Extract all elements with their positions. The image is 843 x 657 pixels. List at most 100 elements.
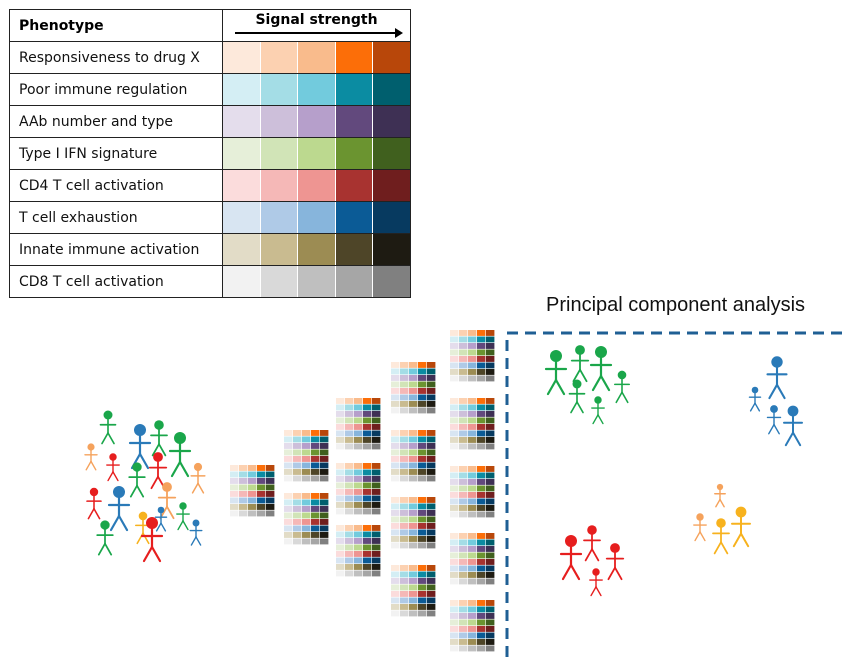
person-icon — [766, 405, 782, 435]
mini-table-icon — [391, 497, 436, 549]
mini-table-icon — [450, 600, 495, 652]
signal-swatch — [298, 266, 336, 297]
signal-swatch — [260, 170, 299, 201]
person-icon — [86, 487, 102, 520]
person-icon — [589, 346, 613, 392]
person-icon — [748, 386, 762, 412]
signal-swatch — [335, 266, 374, 297]
signal-strength-label: Signal strength — [255, 12, 378, 28]
person-icon — [84, 443, 98, 471]
person-icon — [614, 370, 630, 404]
mini-table-icon — [284, 493, 329, 545]
phenotype-header: Phenotype — [9, 9, 223, 42]
signal-swatch — [223, 266, 261, 297]
mini-table-icon — [450, 398, 495, 450]
legend-row: Responsiveness to drug X — [9, 41, 411, 74]
signal-swatch — [223, 234, 261, 265]
signal-swatch — [373, 234, 410, 265]
person-icon — [168, 432, 192, 478]
legend-row: CD4 T cell activation — [9, 169, 411, 202]
signal-swatches — [222, 41, 411, 74]
person-icon — [568, 379, 586, 414]
person-icon — [783, 405, 803, 447]
mini-table-icon — [450, 466, 495, 518]
legend-header-row: Phenotype Signal strength — [9, 9, 411, 42]
arrow-icon — [235, 28, 403, 38]
pca-boundary — [505, 331, 843, 657]
person-icon — [714, 483, 726, 508]
signal-swatch — [373, 170, 410, 201]
person-icon — [176, 502, 190, 531]
person-icon — [189, 519, 203, 546]
person-icon — [148, 452, 168, 490]
mini-table-icon — [336, 463, 381, 515]
legend-row: Poor immune regulation — [9, 73, 411, 106]
mini-table-icon — [391, 362, 436, 414]
signal-swatch — [223, 170, 261, 201]
signal-swatch — [260, 202, 299, 233]
signal-swatch — [223, 74, 261, 105]
person-icon — [712, 518, 730, 555]
signal-swatch — [298, 202, 336, 233]
signal-swatch — [260, 234, 299, 265]
signal-swatches — [222, 233, 411, 266]
person-icon — [107, 486, 131, 532]
person-icon — [140, 517, 164, 563]
legend-row: CD8 T cell activation — [9, 265, 411, 298]
person-icon — [128, 462, 146, 498]
signal-swatch — [298, 106, 336, 137]
signal-swatches — [222, 201, 411, 234]
signal-swatch — [298, 234, 336, 265]
signal-swatches — [222, 169, 411, 202]
phenotype-label: CD8 T cell activation — [9, 265, 223, 298]
person-icon — [570, 345, 590, 383]
signal-swatch — [223, 202, 261, 233]
signal-swatch — [298, 138, 336, 169]
person-icon — [96, 520, 114, 556]
signal-swatch — [298, 170, 336, 201]
person-icon — [135, 511, 151, 545]
signal-swatches — [222, 265, 411, 298]
signal-swatch — [223, 42, 261, 73]
signal-swatch — [260, 42, 299, 73]
person-icon — [190, 462, 206, 494]
signal-swatch — [373, 74, 410, 105]
person-icon — [583, 525, 601, 562]
signal-swatch — [373, 266, 410, 297]
person-icon — [544, 350, 568, 396]
phenotype-label: Innate immune activation — [9, 233, 223, 266]
signal-swatch — [335, 106, 374, 137]
mini-table-icon — [450, 533, 495, 585]
signal-swatch — [373, 202, 410, 233]
mini-table-icon — [336, 525, 381, 577]
signal-swatch — [373, 42, 410, 73]
signal-swatch — [335, 170, 374, 201]
mini-table-icon — [391, 430, 436, 482]
person-icon — [605, 543, 625, 581]
phenotype-legend-table: Phenotype Signal strength Responsiveness… — [9, 9, 411, 298]
legend-row: Innate immune activation — [9, 233, 411, 266]
person-icon — [766, 356, 788, 400]
signal-swatch — [260, 266, 299, 297]
pca-title: Principal component analysis — [546, 294, 806, 316]
person-icon — [731, 506, 751, 548]
person-icon — [128, 424, 152, 470]
signal-swatch — [260, 106, 299, 137]
signal-strength-header: Signal strength — [222, 9, 411, 42]
mini-table-icon — [230, 465, 275, 517]
person-icon — [157, 482, 177, 520]
signal-swatch — [260, 138, 299, 169]
phenotype-label: T cell exhaustion — [9, 201, 223, 234]
person-icon — [693, 513, 707, 542]
signal-swatch — [223, 138, 261, 169]
signal-swatch — [335, 138, 374, 169]
person-icon — [589, 568, 603, 597]
person-icon — [559, 535, 583, 581]
signal-swatch — [373, 138, 410, 169]
signal-swatches — [222, 105, 411, 138]
person-icon — [99, 410, 117, 445]
signal-swatch — [335, 234, 374, 265]
person-icon — [591, 396, 605, 425]
person-icon — [106, 453, 120, 482]
